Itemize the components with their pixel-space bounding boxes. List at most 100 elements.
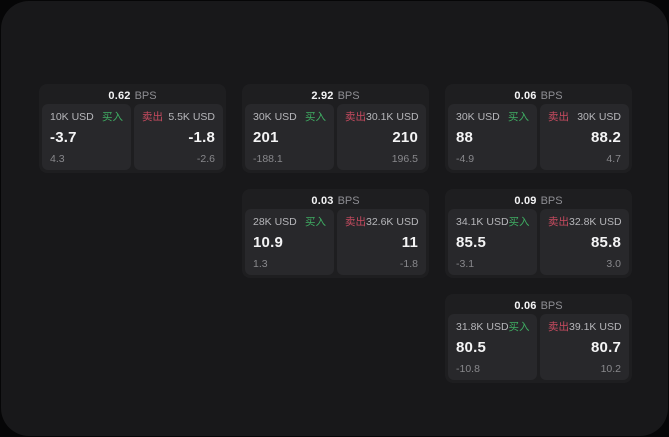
buy-panel-top: 10K USD 买入 [50,111,123,123]
bps-value: 0.09 [514,194,537,207]
quote-card-grid: 0.62 BPS 10K USD 买入 -3.7 4.3 卖出 5.5K USD… [39,84,632,383]
card-header: 2.92 BPS [245,87,426,104]
sell-price-value: 80.7 [591,339,621,356]
card-body: 28K USD 买入 10.9 1.3 卖出 32.6K USD 11 -1.8 [245,209,426,275]
sell-panel-top: 卖出 39.1K USD [548,321,622,333]
buy-panel-top: 30K USD 买入 [253,111,326,123]
card-body: 30K USD 买入 88 -4.9 卖出 30K USD 88.2 4.7 [448,104,629,170]
sell-size-label: 30K USD [577,111,621,123]
buy-panel[interactable]: 34.1K USD 买入 85.5 -3.1 [448,209,537,275]
bps-value: 0.03 [311,194,334,207]
buy-size-label: 30K USD [456,111,500,123]
bps-unit-label: BPS [337,89,360,102]
sell-side-label: 卖出 [548,321,569,333]
buy-panel[interactable]: 10K USD 买入 -3.7 4.3 [42,104,131,170]
sell-panel-top: 卖出 32.6K USD [345,216,419,228]
sell-panel[interactable]: 卖出 39.1K USD 80.7 10.2 [540,314,629,380]
sell-change-value: -1.8 [399,258,418,270]
buy-size-label: 34.1K USD [456,216,509,228]
sell-price-value: 88.2 [591,129,621,146]
sell-price-value: 11 [401,234,418,251]
sell-change-value: 4.7 [606,153,621,165]
buy-price-value: 80.5 [456,339,486,356]
sell-panel[interactable]: 卖出 32.8K USD 85.8 3.0 [540,209,629,275]
buy-panel-top: 28K USD 买入 [253,216,326,228]
buy-change-value: -188.1 [253,153,283,165]
buy-panel-top: 34.1K USD 买入 [456,216,530,228]
card-body: 34.1K USD 买入 85.5 -3.1 卖出 32.8K USD 85.8… [448,209,629,275]
buy-size-label: 10K USD [50,111,94,123]
bps-unit-label: BPS [540,194,563,207]
buy-panel[interactable]: 30K USD 买入 88 -4.9 [448,104,537,170]
sell-side-label: 卖出 [345,216,366,228]
card-header: 0.62 BPS [42,87,223,104]
bps-unit-label: BPS [540,299,563,312]
sell-size-label: 5.5K USD [168,111,215,123]
sell-panel-top: 卖出 30.1K USD [345,111,419,123]
bps-value: 0.62 [108,89,131,102]
card-body: 30K USD 买入 201 -188.1 卖出 30.1K USD 210 1… [245,104,426,170]
buy-side-label: 买入 [508,321,530,333]
buy-change-value: 4.3 [50,153,65,165]
bps-unit-label: BPS [134,89,157,102]
sell-panel[interactable]: 卖出 30K USD 88.2 4.7 [540,104,629,170]
quote-card: 0.06 BPS 30K USD 买入 88 -4.9 卖出 30K USD 8… [445,84,632,173]
buy-price-value: 85.5 [456,234,486,251]
sell-side-label: 卖出 [345,111,366,123]
sell-panel-top: 卖出 5.5K USD [142,111,215,123]
buy-panel-top: 31.8K USD 买入 [456,321,530,333]
buy-side-label: 买入 [508,216,530,228]
sell-side-label: 卖出 [548,216,569,228]
buy-side-label: 买入 [305,216,326,228]
buy-panel[interactable]: 28K USD 买入 10.9 1.3 [245,209,334,275]
buy-size-label: 30K USD [253,111,297,123]
sell-size-label: 32.8K USD [569,216,622,228]
card-body: 10K USD 买入 -3.7 4.3 卖出 5.5K USD -1.8 -2.… [42,104,223,170]
buy-panel-top: 30K USD 买入 [456,111,529,123]
sell-panel[interactable]: 卖出 5.5K USD -1.8 -2.6 [134,104,223,170]
quote-card: 0.09 BPS 34.1K USD 买入 85.5 -3.1 卖出 32.8K… [445,189,632,278]
buy-price-value: 201 [253,129,279,146]
buy-panel[interactable]: 30K USD 买入 201 -188.1 [245,104,334,170]
sell-change-value: 196.5 [391,153,418,165]
quote-card: 0.06 BPS 31.8K USD 买入 80.5 -10.8 卖出 39.1… [445,294,632,383]
sell-panel-top: 卖出 30K USD [548,111,621,123]
card-header: 0.06 BPS [448,87,629,104]
buy-change-value: -4.9 [456,153,475,165]
sell-panel-top: 卖出 32.8K USD [548,216,622,228]
sell-panel[interactable]: 卖出 30.1K USD 210 196.5 [337,104,426,170]
bps-value: 2.92 [311,89,334,102]
buy-side-label: 买入 [305,111,326,123]
sell-change-value: -2.6 [196,153,215,165]
buy-change-value: 1.3 [253,258,268,270]
buy-side-label: 买入 [102,111,123,123]
buy-side-label: 买入 [508,111,529,123]
buy-price-value: -3.7 [50,129,77,146]
bps-unit-label: BPS [337,194,360,207]
sell-change-value: 10.2 [600,363,621,375]
sell-price-value: 210 [392,129,418,146]
quote-card: 2.92 BPS 30K USD 买入 201 -188.1 卖出 30.1K … [242,84,429,173]
buy-price-value: 10.9 [253,234,283,251]
sell-panel[interactable]: 卖出 32.6K USD 11 -1.8 [337,209,426,275]
buy-change-value: -3.1 [456,258,475,270]
quote-card: 0.03 BPS 28K USD 买入 10.9 1.3 卖出 32.6K US… [242,189,429,278]
bps-value: 0.06 [514,299,537,312]
sell-side-label: 卖出 [142,111,163,123]
card-header: 0.06 BPS [448,297,629,314]
bps-unit-label: BPS [540,89,563,102]
card-header: 0.03 BPS [245,192,426,209]
sell-price-value: 85.8 [591,234,621,251]
buy-price-value: 88 [456,129,474,146]
sell-side-label: 卖出 [548,111,569,123]
card-body: 31.8K USD 买入 80.5 -10.8 卖出 39.1K USD 80.… [448,314,629,380]
quote-card: 0.62 BPS 10K USD 买入 -3.7 4.3 卖出 5.5K USD… [39,84,226,173]
card-header: 0.09 BPS [448,192,629,209]
buy-size-label: 28K USD [253,216,297,228]
sell-size-label: 39.1K USD [569,321,622,333]
sell-size-label: 32.6K USD [366,216,419,228]
buy-panel[interactable]: 31.8K USD 买入 80.5 -10.8 [448,314,537,380]
sell-price-value: -1.8 [188,129,215,146]
sell-change-value: 3.0 [606,258,621,270]
